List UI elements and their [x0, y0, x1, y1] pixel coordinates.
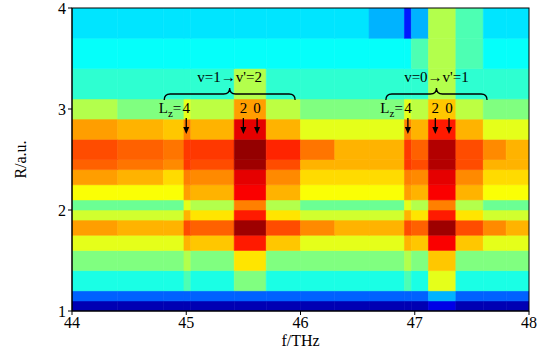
svg-text:48: 48 [521, 314, 537, 331]
svg-text:Lz=: Lz= [159, 100, 182, 119]
svg-text:0: 0 [253, 100, 261, 116]
svg-text:2: 2 [432, 100, 440, 116]
svg-text:46: 46 [293, 314, 309, 331]
svg-text:0: 0 [445, 100, 453, 116]
svg-text:R/a.u.: R/a.u. [12, 140, 29, 178]
svg-text:4: 4 [183, 100, 191, 116]
svg-text:2: 2 [240, 100, 248, 116]
svg-text:3: 3 [58, 101, 66, 118]
svg-text:45: 45 [178, 314, 194, 331]
svg-text:1: 1 [58, 303, 66, 320]
svg-text:v=0→v'=1: v=0→v'=1 [404, 69, 469, 85]
svg-text:47: 47 [407, 314, 423, 331]
svg-text:44: 44 [64, 314, 80, 331]
svg-text:f/THz: f/THz [281, 332, 319, 349]
svg-text:4: 4 [58, 0, 66, 17]
svg-text:2: 2 [58, 202, 66, 219]
svg-text:4: 4 [404, 100, 412, 116]
svg-text:Lz=: Lz= [380, 100, 403, 119]
svg-text:v=1→v'=2: v=1→v'=2 [197, 69, 262, 85]
